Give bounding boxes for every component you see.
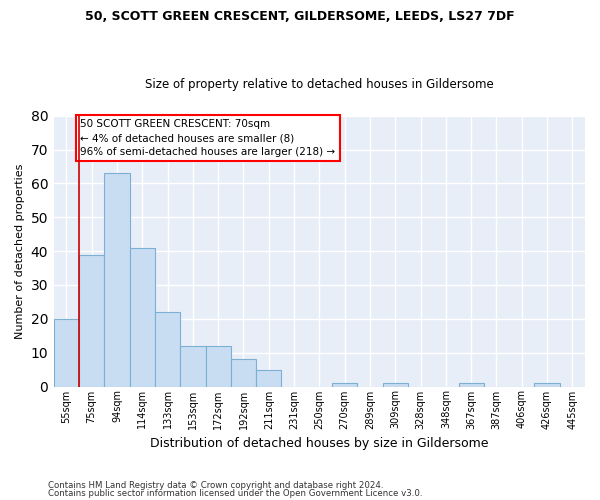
Bar	[155, 312, 180, 386]
Bar	[332, 383, 358, 386]
Text: 50 SCOTT GREEN CRESCENT: 70sqm
← 4% of detached houses are smaller (8)
96% of se: 50 SCOTT GREEN CRESCENT: 70sqm ← 4% of d…	[80, 119, 335, 157]
Bar	[180, 346, 206, 387]
Bar	[79, 254, 104, 386]
Bar	[383, 383, 408, 386]
Bar	[130, 248, 155, 386]
X-axis label: Distribution of detached houses by size in Gildersome: Distribution of detached houses by size …	[150, 437, 488, 450]
Text: 50, SCOTT GREEN CRESCENT, GILDERSOME, LEEDS, LS27 7DF: 50, SCOTT GREEN CRESCENT, GILDERSOME, LE…	[85, 10, 515, 23]
Bar	[256, 370, 281, 386]
Title: Size of property relative to detached houses in Gildersome: Size of property relative to detached ho…	[145, 78, 494, 91]
Bar	[535, 383, 560, 386]
Bar	[206, 346, 231, 387]
Bar	[458, 383, 484, 386]
Bar	[104, 174, 130, 386]
Bar	[231, 360, 256, 386]
Text: Contains public sector information licensed under the Open Government Licence v3: Contains public sector information licen…	[48, 488, 422, 498]
Y-axis label: Number of detached properties: Number of detached properties	[15, 164, 25, 339]
Bar	[54, 319, 79, 386]
Text: Contains HM Land Registry data © Crown copyright and database right 2024.: Contains HM Land Registry data © Crown c…	[48, 481, 383, 490]
